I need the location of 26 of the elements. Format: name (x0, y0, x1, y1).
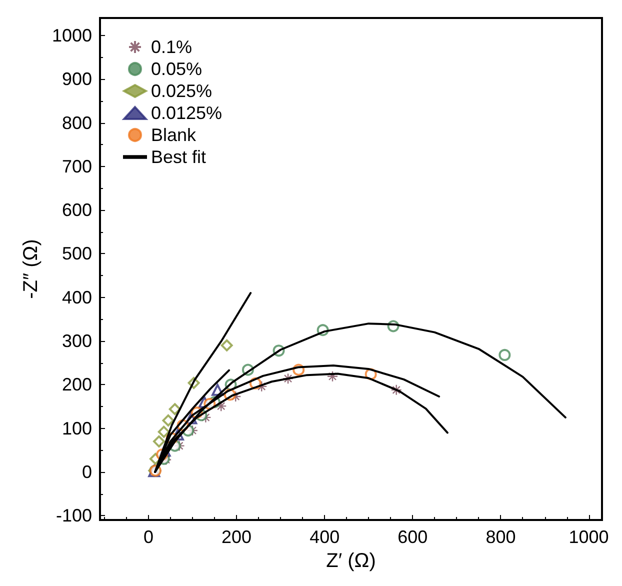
x-tick-label: 0 (143, 527, 154, 547)
y-tick-label: 100 (62, 418, 92, 438)
x-tick-label: 200 (221, 527, 252, 547)
legend-label: 0.05% (151, 59, 202, 79)
x-tick-label: 600 (398, 527, 428, 547)
legend-label: 0.025% (151, 81, 212, 101)
y-tick-label: -100 (56, 506, 92, 526)
y-tick-label: 500 (62, 244, 92, 264)
x-tick-label: 400 (310, 527, 340, 547)
y-tick-label: 900 (62, 69, 92, 90)
x-axis-title: Z′ (Ω) (326, 550, 376, 572)
y-tick-label: 800 (62, 112, 92, 133)
y-axis-title: -Z″ (Ω) (20, 239, 42, 299)
x-tick-label: 1000 (568, 527, 609, 547)
y-tick-label: 700 (62, 156, 92, 176)
y-tick-label: 1000 (52, 25, 92, 46)
legend-label: 0.0125% (151, 103, 222, 123)
x-tick-label: 800 (486, 527, 516, 547)
y-tick-label: 400 (62, 287, 92, 308)
y-tick-label: 0 (82, 462, 92, 482)
legend-label: Best fit (151, 147, 206, 167)
legend-label: 0.1% (151, 37, 192, 57)
y-tick-label: 200 (62, 374, 92, 395)
legend-label: Blank (151, 125, 198, 145)
y-tick-label: 300 (62, 331, 92, 352)
y-tick-label: 600 (62, 200, 92, 220)
